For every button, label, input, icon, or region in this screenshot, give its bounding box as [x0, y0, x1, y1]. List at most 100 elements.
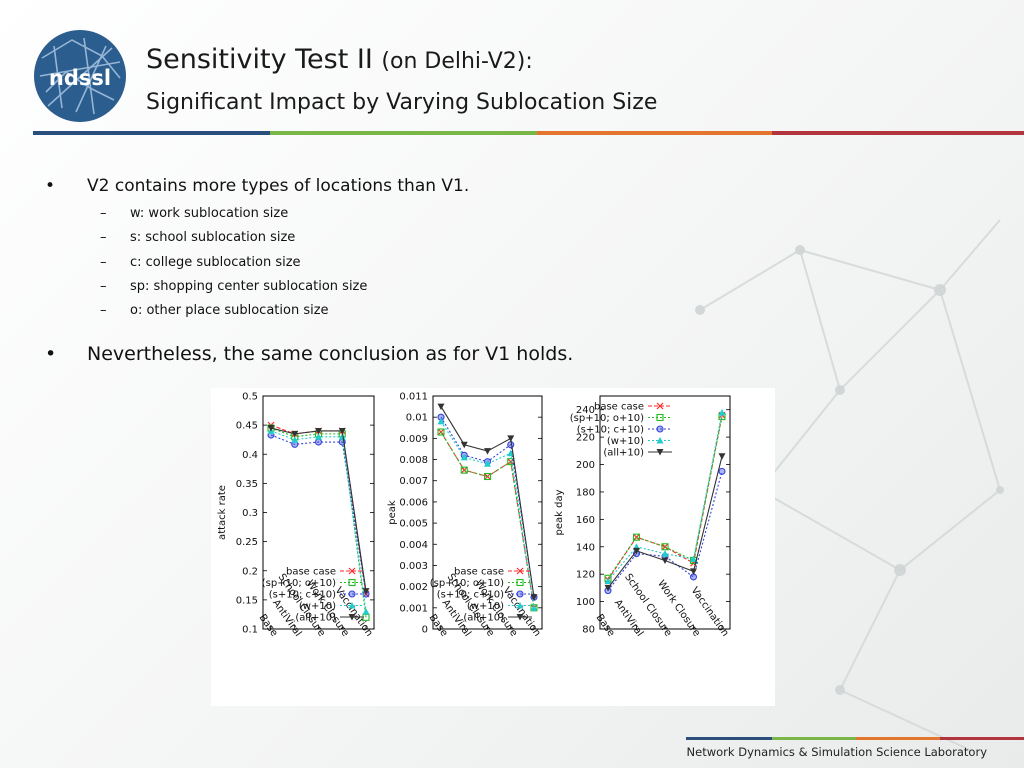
dash-marker: –: [100, 279, 107, 294]
bullet-marker: •: [45, 343, 57, 365]
y-tick-label: 0.009: [399, 434, 428, 445]
data-point: [530, 594, 538, 601]
data-point: [507, 449, 515, 457]
legend-swatch-marker: [348, 602, 356, 609]
data-point: [484, 460, 491, 467]
legend-swatch-marker: [656, 413, 664, 422]
data-point: [507, 441, 515, 449]
data-point: [460, 466, 468, 474]
data-point: [437, 417, 445, 425]
chart-2: 0 0.001 0.002 0.003 0.004 0.005 0.006 0.007 0.00…: [387, 392, 543, 639]
legend-swatch-marker: [348, 578, 356, 587]
dash-marker: –: [100, 303, 107, 318]
y-tick-label: 100: [576, 597, 595, 608]
y-tick-label: 140: [576, 542, 595, 553]
y-tick-label: 0.35: [236, 479, 258, 490]
data-point: [507, 435, 515, 442]
data-point: [483, 472, 492, 481]
y-tick-label: 120: [576, 570, 595, 581]
y-axis-label: attack rate: [217, 485, 228, 540]
footer-lab-name: Network Dynamics & Simulation Science La…: [686, 745, 987, 759]
series-line-3: [607, 471, 723, 591]
sub-item-text: o: other place sublocation size: [130, 303, 329, 318]
y-tick-label: 0.003: [399, 561, 428, 572]
data-point: [291, 436, 299, 443]
data-point: [267, 425, 275, 432]
legend-swatch-marker: [656, 425, 664, 433]
data-point: [530, 604, 538, 611]
legend-swatch-marker: [656, 449, 664, 456]
bullet-marker: •: [45, 176, 56, 196]
y-tick-label: 0.2: [242, 566, 258, 577]
data-point: [661, 543, 669, 551]
footer-bar-red: [940, 737, 1024, 740]
sub-item-text: w: work sublocation size: [130, 206, 289, 221]
legend-label: (w+10): [607, 436, 644, 447]
y-tick-label: 0.007: [399, 476, 428, 487]
bullet-text: V2 contains more types of locations than…: [87, 176, 470, 196]
data-point: [604, 577, 612, 585]
y-tick-label: 0.5: [242, 392, 258, 403]
y-axis-label: peak: [387, 500, 398, 525]
header-bar-red: [772, 131, 1024, 135]
legend-label: (w+10): [467, 601, 504, 612]
footer-bar-orange: [856, 737, 940, 740]
y-tick-label: 0.011: [399, 392, 428, 403]
legend-label: (s+10; c+10): [437, 590, 504, 601]
legend-label: (s+10; c+10): [269, 590, 336, 601]
legend-swatch-marker: [348, 590, 356, 598]
legend-swatch-marker: [516, 567, 524, 575]
data-point: [632, 533, 641, 541]
y-tick-label: 160: [576, 515, 595, 526]
legend-label: (sp+10; o+10): [570, 413, 644, 424]
x-tick-label: Base: [257, 612, 280, 638]
header-bar-green: [270, 131, 537, 135]
data-point: [315, 433, 322, 440]
legend-label: base case: [286, 567, 336, 578]
charts-svg: 0.10.150.20.250.30.350.40.450.5BaseAntiV…: [217, 392, 731, 639]
y-tick-label: 200: [576, 460, 595, 471]
data-point: [484, 448, 491, 455]
x-tick-label: AntiViral: [612, 598, 645, 639]
legend-swatch-marker: [516, 590, 524, 598]
legend-swatch-marker: [516, 602, 524, 609]
legend-swatch-marker: [516, 578, 524, 587]
data-point: [362, 608, 370, 615]
y-tick-label: 0.15: [236, 595, 258, 606]
dash-marker: –: [100, 255, 107, 270]
y-axis-label: peak day: [554, 489, 565, 535]
y-tick-label: 80: [582, 625, 595, 636]
sub-item-text: c: college sublocation size: [130, 255, 301, 270]
data-point: [338, 427, 346, 435]
data-point: [690, 568, 697, 575]
legend-label: base case: [454, 567, 504, 578]
x-tick-label: Base: [427, 612, 450, 638]
legend-label: (sp+10; o+10): [262, 578, 336, 589]
header-bar-orange: [537, 131, 772, 135]
slide-title: Sensitivity Test II (on Delhi-V2):: [146, 44, 533, 75]
data-point: [661, 557, 669, 564]
y-tick-label: 220: [576, 433, 595, 444]
data-point: [437, 403, 445, 411]
chart-1: 0.10.150.20.250.30.350.40.450.5BaseAntiV…: [217, 392, 375, 639]
data-point: [460, 441, 468, 449]
ndssl-logo: ndssl: [34, 30, 126, 122]
data-point: [718, 453, 726, 460]
slide-title-main: Sensitivity Test II: [146, 44, 373, 75]
sub-item-text: s: school sublocation size: [130, 230, 296, 245]
data-point: [362, 588, 370, 595]
data-point: [718, 467, 726, 475]
series-line-2: [607, 416, 723, 579]
data-point: [690, 555, 697, 563]
svg-text:ndssl: ndssl: [49, 66, 111, 90]
legend-label: (w+10): [299, 601, 336, 612]
y-tick-label: 0.4: [242, 450, 258, 461]
y-tick-label: 0.004: [399, 540, 428, 551]
footer-bar-green: [772, 737, 856, 740]
data-point: [291, 430, 299, 438]
data-point: [633, 533, 640, 541]
legend-swatch-marker: [348, 567, 356, 575]
data-point: [437, 428, 445, 436]
data-point: [633, 547, 640, 555]
series-line-2: [440, 431, 535, 608]
